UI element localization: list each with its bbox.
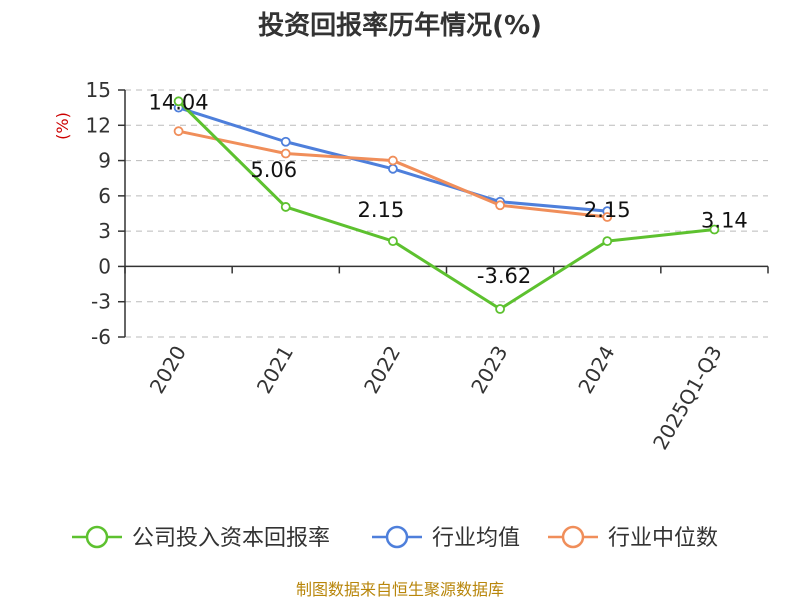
y-tick-label: 12 — [86, 113, 111, 137]
legend-marker — [385, 525, 409, 549]
grid-layer — [125, 89, 768, 338]
legend-label: 行业均值 — [432, 526, 520, 551]
y-tick-label: 3 — [98, 219, 111, 243]
y-tick-label: -6 — [91, 325, 111, 349]
data-point — [709, 224, 720, 235]
y-axis-label: (%) — [53, 112, 72, 140]
data-point — [280, 148, 291, 159]
legend-label: 行业中位数 — [608, 526, 718, 551]
data-label: 2.15 — [358, 198, 405, 222]
y-tick-label: -3 — [91, 290, 111, 314]
data-label: 5.06 — [250, 158, 297, 182]
data-label-layer: 14.04 5.06 2.15 -3.62 2.15 3.14 — [149, 90, 748, 288]
x-tick-label: 2023 — [466, 342, 512, 398]
data-label: 3.14 — [701, 208, 748, 232]
series-layer — [173, 96, 720, 314]
legend-marker — [85, 525, 109, 549]
series-line-0 — [177, 100, 715, 311]
chart-title: 投资回报率历年情况(%) — [258, 10, 542, 41]
x-tick-label: 2022 — [359, 342, 405, 398]
y-tick-label: 9 — [98, 149, 111, 173]
legend: 公司投入资本回报率 行业均值 行业中位数 — [72, 525, 718, 551]
data-point — [495, 304, 505, 314]
data-point — [173, 126, 184, 137]
x-tick-label: 2024 — [573, 342, 619, 398]
source-note: 制图数据来自恒生聚源数据库 — [296, 580, 504, 599]
legend-marker — [561, 525, 585, 549]
x-tick-label: 2021 — [252, 342, 298, 398]
y-tick-label: 6 — [98, 184, 111, 208]
legend-label: 公司投入资本回报率 — [132, 526, 330, 551]
y-tick-label: 15 — [86, 78, 111, 102]
data-point — [388, 236, 398, 247]
y-tick-label: 0 — [98, 254, 111, 278]
data-label: -3.62 — [477, 264, 531, 288]
data-point — [602, 212, 613, 222]
data-point — [388, 163, 398, 174]
data-point — [280, 202, 291, 212]
data-point — [388, 155, 398, 166]
data-point — [495, 200, 505, 211]
data-label: 2.15 — [584, 198, 631, 222]
data-label: 14.04 — [149, 90, 209, 114]
x-tick-label: 2025Q1-Q3 — [648, 342, 727, 454]
data-point — [602, 236, 613, 247]
data-point — [173, 96, 184, 107]
data-point — [280, 136, 291, 147]
x-tick-label: 2020 — [145, 342, 191, 398]
